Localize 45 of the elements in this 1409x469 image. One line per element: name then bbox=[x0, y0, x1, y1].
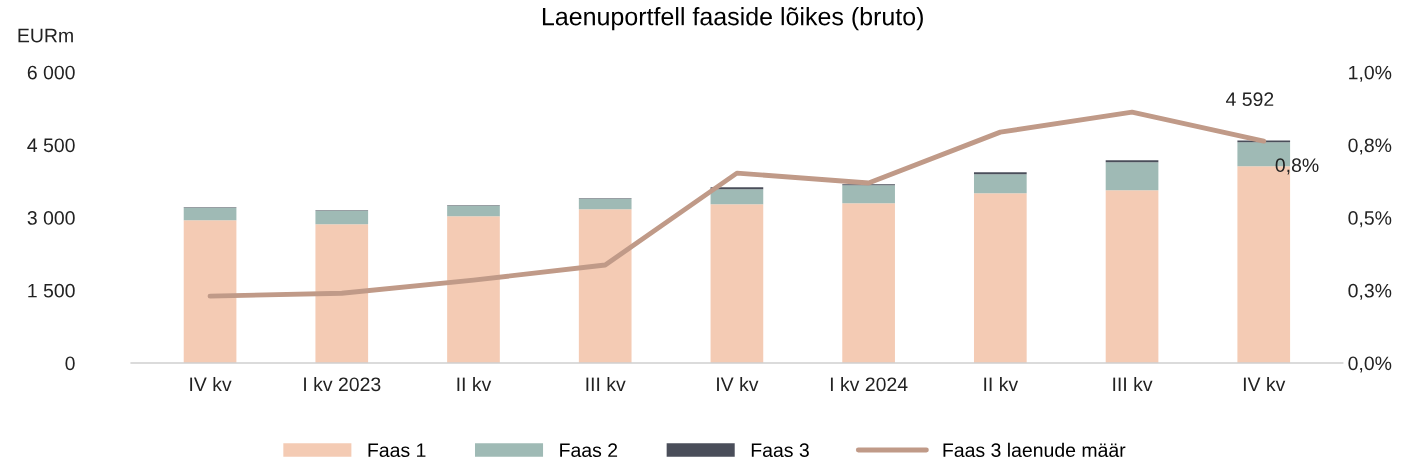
y-tick-label: 6 000 bbox=[27, 65, 75, 80]
bar bbox=[315, 224, 369, 364]
legend-label: Faas 1 bbox=[368, 443, 426, 458]
x-tick-label: III kv bbox=[1113, 376, 1153, 391]
legend-label: Faas 3 laenude määr bbox=[943, 442, 1126, 458]
x-tick-label: IV kv bbox=[190, 376, 232, 391]
y-axis-title: EURm bbox=[18, 28, 73, 43]
data-label: 0,8% bbox=[1275, 158, 1319, 175]
x-tick-label: I kv 2024 bbox=[830, 376, 908, 392]
y-tick-label: 4 500 bbox=[27, 138, 75, 153]
bar bbox=[842, 185, 895, 204]
total-label: 4 592 bbox=[1225, 92, 1274, 107]
y2-tick-label: 0,3% bbox=[1348, 283, 1392, 300]
y-tick-label: 0 bbox=[65, 356, 75, 371]
x-tick-label: II kv bbox=[984, 376, 1019, 391]
bar bbox=[710, 189, 764, 205]
x-tick-label: II kv bbox=[457, 376, 492, 391]
x-tick-label: IV kv bbox=[1243, 376, 1286, 391]
bar bbox=[447, 205, 500, 217]
bar bbox=[973, 193, 1027, 364]
y2-tick-label: 0,5% bbox=[1348, 211, 1392, 228]
bar bbox=[447, 216, 500, 364]
y2-tick-label: 1,0% bbox=[1349, 65, 1392, 82]
bar bbox=[183, 207, 237, 221]
bar bbox=[578, 198, 632, 210]
bar bbox=[315, 210, 369, 225]
y-tick-label: 1 500 bbox=[28, 283, 75, 298]
bar bbox=[1105, 162, 1159, 191]
legend-label: Faas 2 bbox=[560, 443, 618, 458]
legend-label: Faas 3 bbox=[751, 443, 809, 458]
bar bbox=[973, 174, 1027, 194]
line-series bbox=[207, 109, 1267, 299]
chart-title: Laenuportfell faaside lõikes (bruto) bbox=[542, 7, 923, 31]
y-tick-label: 3 000 bbox=[27, 211, 75, 225]
x-tick-label: III kv bbox=[586, 376, 626, 391]
bar bbox=[710, 204, 764, 364]
bar bbox=[183, 220, 237, 364]
x-tick-label: IV kv bbox=[717, 376, 759, 391]
bar bbox=[842, 203, 895, 364]
bar bbox=[578, 209, 632, 364]
y2-tick-label: 0,8% bbox=[1348, 138, 1392, 155]
x-tick-label: I kv 2023 bbox=[304, 376, 381, 392]
bar bbox=[1105, 190, 1159, 364]
y2-tick-label: 0,0% bbox=[1348, 356, 1392, 373]
bar bbox=[973, 172, 1027, 175]
